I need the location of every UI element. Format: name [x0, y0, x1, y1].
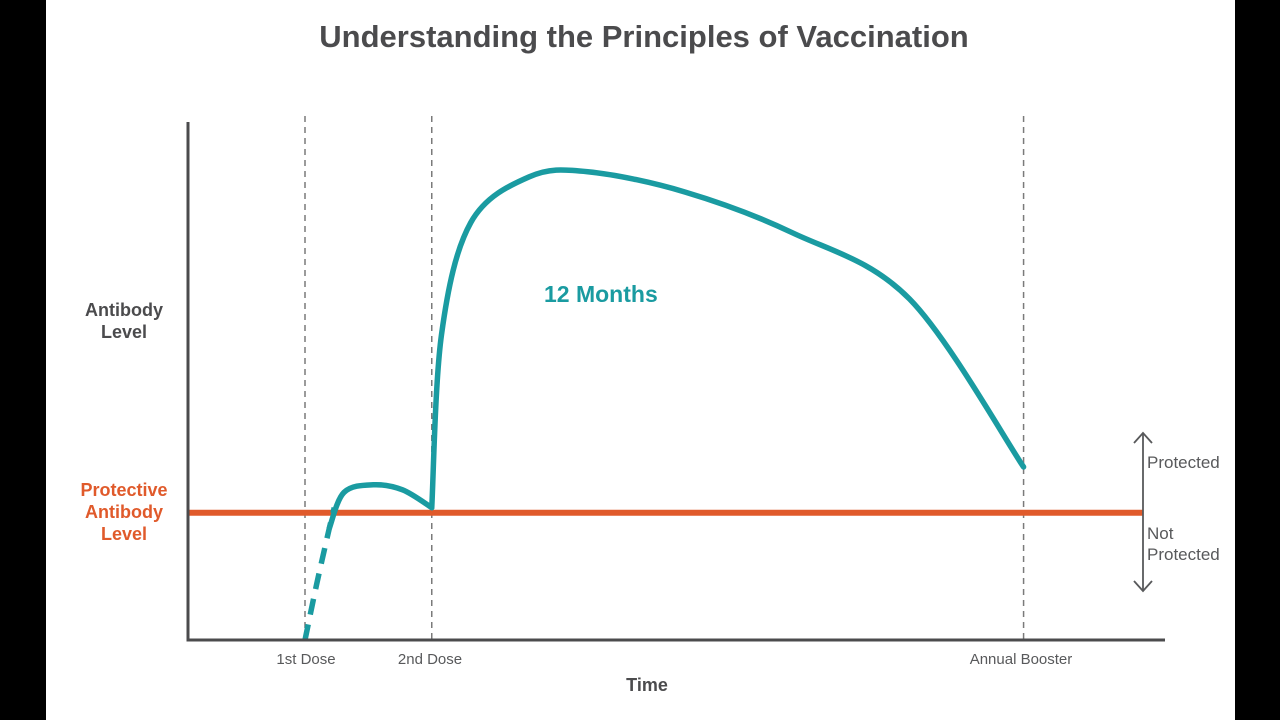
- event-label-annual-booster: Annual Booster: [970, 651, 1073, 668]
- antibody-curve-2: [329, 485, 431, 528]
- chart-title: Understanding the Principles of Vaccinat…: [319, 19, 968, 54]
- duration-annotation: 12 Months: [544, 281, 658, 307]
- protected-label: Protected: [1147, 453, 1220, 472]
- protective-label-line-2: Antibody: [85, 502, 163, 522]
- not-protected-label-line-2: Protected: [1147, 545, 1220, 564]
- y-axis-label-line-2: Level: [101, 322, 147, 342]
- protective-label-line-3: Level: [101, 524, 147, 544]
- event-label-1st-dose: 1st Dose: [276, 651, 335, 668]
- antibody-curve-3: [432, 170, 1024, 508]
- protective-label-line-1: Protective: [80, 480, 167, 500]
- y-axis-label-line-1: Antibody: [85, 300, 163, 320]
- event-label-2nd-dose: 2nd Dose: [398, 651, 462, 668]
- not-protected-label-line-1: Not: [1147, 524, 1174, 543]
- x-axis-label: Time: [626, 675, 668, 695]
- vaccination-chart: Understanding the Principles of Vaccinat…: [46, 0, 1235, 720]
- chart-canvas: Understanding the Principles of Vaccinat…: [46, 0, 1235, 720]
